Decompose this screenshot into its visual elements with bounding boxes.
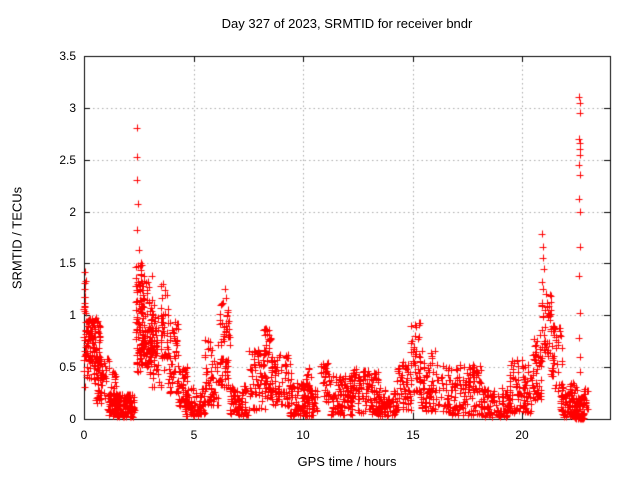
- y-tick-label: 3.5: [59, 49, 76, 63]
- chart-title: Day 327 of 2023, SRMTID for receiver bnd…: [221, 16, 473, 31]
- x-tick-label: 10: [296, 428, 310, 442]
- y-tick-label: 2: [69, 205, 76, 219]
- y-tick-label: 3: [69, 101, 76, 115]
- x-tick-label: 0: [80, 428, 88, 442]
- y-axis-label: SRMTID / TECUs: [9, 186, 25, 290]
- y-tick-label: 1: [69, 308, 76, 322]
- x-tick-label: 5: [190, 428, 198, 442]
- y-tick-label: 0.5: [59, 360, 76, 374]
- y-tick-label: 0: [69, 412, 76, 426]
- x-tick-label: 20: [515, 428, 529, 442]
- x-axis-label: GPS time / hours: [297, 454, 397, 469]
- y-tick-label: 1.5: [59, 256, 76, 270]
- y-tick-label: 2.5: [59, 153, 76, 167]
- x-tick-label: 15: [406, 428, 420, 442]
